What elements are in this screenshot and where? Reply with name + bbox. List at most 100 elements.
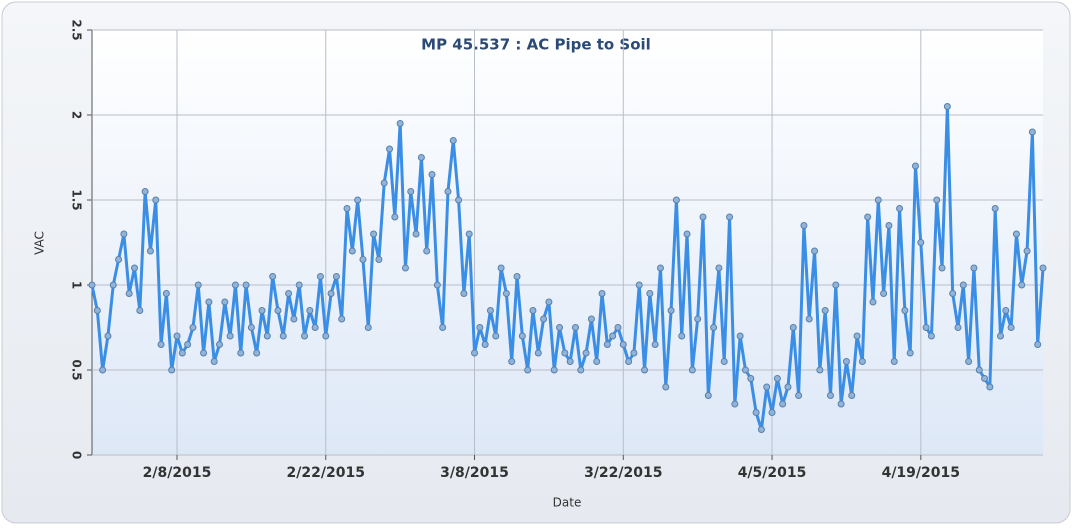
data-point — [869, 298, 877, 306]
y-tick-label: 0.5 — [70, 359, 84, 380]
data-point — [178, 349, 186, 357]
data-point — [561, 349, 569, 357]
data-point — [656, 264, 664, 272]
data-point — [885, 222, 893, 229]
data-point — [131, 264, 139, 272]
data-point — [306, 307, 314, 314]
data-point — [439, 324, 447, 331]
y-tick-label: 1 — [70, 281, 84, 289]
data-point — [832, 281, 840, 289]
data-point — [391, 213, 399, 221]
data-point — [1002, 307, 1010, 314]
data-point — [816, 366, 824, 374]
data-point — [741, 366, 749, 374]
data-point — [1023, 247, 1031, 255]
data-point — [460, 290, 468, 297]
data-point — [348, 247, 356, 255]
data-point — [295, 281, 303, 289]
data-point — [789, 324, 797, 331]
data-point — [906, 349, 914, 357]
data-point — [938, 264, 946, 272]
data-point — [226, 332, 234, 340]
x-tick-label: 4/19/2015 — [882, 465, 960, 481]
data-point — [279, 332, 287, 340]
data-point — [354, 196, 362, 204]
data-point — [162, 290, 170, 297]
data-point — [274, 307, 282, 314]
data-point — [465, 230, 473, 238]
plot-area — [92, 30, 1043, 455]
data-point — [922, 324, 930, 331]
data-point — [269, 273, 277, 280]
data-point — [231, 281, 239, 289]
data-point — [641, 366, 649, 374]
data-point — [125, 290, 133, 297]
data-point — [471, 349, 479, 357]
data-point — [540, 315, 548, 323]
data-point — [359, 256, 367, 263]
data-point — [338, 315, 346, 323]
data-point — [412, 230, 420, 238]
data-point — [874, 196, 882, 204]
data-point — [917, 239, 925, 246]
data-point — [970, 264, 978, 272]
data-point — [635, 281, 643, 289]
data-point — [975, 366, 983, 374]
data-point — [88, 281, 96, 289]
x-tick-label: 4/5/2015 — [738, 465, 807, 481]
data-point — [678, 332, 686, 340]
data-point — [699, 213, 707, 221]
data-point — [943, 103, 951, 110]
data-point — [375, 256, 383, 263]
data-point — [146, 247, 154, 255]
data-point — [1028, 128, 1036, 136]
data-point — [896, 205, 904, 212]
data-point — [662, 383, 670, 391]
data-point — [444, 188, 452, 195]
data-point — [736, 332, 744, 340]
data-point — [996, 332, 1004, 340]
data-point — [715, 264, 723, 272]
data-point — [901, 307, 909, 314]
data-point — [864, 213, 872, 221]
data-point — [1039, 264, 1047, 272]
data-point — [667, 307, 675, 314]
data-point — [981, 375, 989, 382]
data-point — [316, 273, 324, 280]
data-point — [242, 281, 250, 289]
data-point — [449, 137, 457, 144]
data-point — [109, 281, 117, 289]
data-point — [401, 264, 409, 272]
data-point — [290, 315, 298, 323]
data-point — [327, 290, 335, 297]
data-point — [571, 324, 579, 331]
y-tick-label: 0 — [70, 451, 84, 459]
data-point — [518, 332, 526, 340]
data-point — [619, 341, 627, 348]
data-point — [890, 358, 898, 365]
data-point — [927, 332, 935, 340]
data-point — [853, 332, 861, 340]
data-point — [763, 383, 771, 391]
data-point — [99, 366, 107, 374]
data-point — [593, 358, 601, 365]
data-point — [301, 332, 309, 340]
data-point — [1034, 341, 1042, 348]
data-point — [603, 341, 611, 348]
data-point — [826, 392, 834, 399]
data-point — [417, 154, 425, 161]
x-tick-label: 2/8/2015 — [143, 465, 212, 481]
data-point — [821, 307, 829, 314]
data-point — [285, 290, 293, 297]
data-point — [386, 145, 394, 153]
x-axis-label: Date — [553, 496, 582, 510]
data-point — [609, 332, 617, 340]
data-point — [731, 400, 739, 408]
data-point — [1018, 281, 1026, 289]
data-point — [720, 358, 728, 365]
data-point — [991, 205, 999, 212]
data-point — [396, 120, 404, 127]
data-point — [237, 349, 245, 357]
data-point — [811, 247, 819, 255]
data-point — [651, 341, 659, 348]
